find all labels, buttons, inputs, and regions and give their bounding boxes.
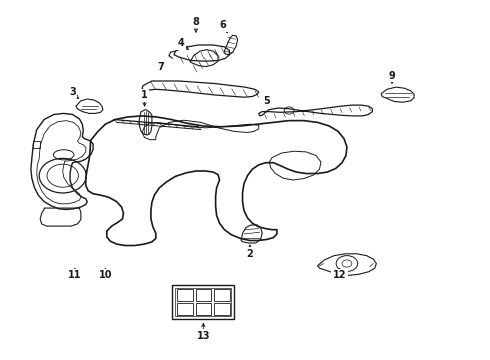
Text: 12: 12 <box>333 270 346 280</box>
Bar <box>177 289 193 301</box>
Text: 6: 6 <box>220 20 226 30</box>
Bar <box>214 303 230 315</box>
Text: 8: 8 <box>193 17 199 27</box>
Bar <box>177 303 193 315</box>
Bar <box>196 289 211 301</box>
Bar <box>196 303 211 315</box>
Text: 9: 9 <box>389 71 395 81</box>
Text: 10: 10 <box>98 270 112 280</box>
Text: 7: 7 <box>157 62 164 72</box>
Text: 11: 11 <box>68 270 82 280</box>
Bar <box>175 288 231 316</box>
Text: 3: 3 <box>69 87 76 97</box>
Text: 5: 5 <box>264 96 270 106</box>
Text: 13: 13 <box>196 330 210 341</box>
Text: 1: 1 <box>141 90 148 100</box>
Bar <box>172 285 234 319</box>
Bar <box>214 289 230 301</box>
Text: 2: 2 <box>246 249 253 259</box>
Text: 4: 4 <box>178 38 185 48</box>
